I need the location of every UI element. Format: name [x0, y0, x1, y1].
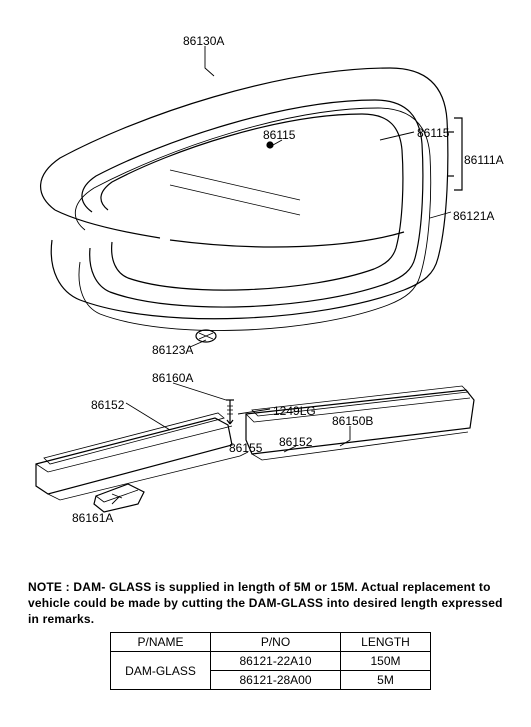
- note-block: NOTE : DAM- GLASS is supplied in length …: [28, 579, 508, 628]
- callout-86121A: 86121A: [453, 209, 494, 223]
- callout-86160A: 86160A: [152, 371, 193, 385]
- note-text: DAM- GLASS is supplied in length of 5M o…: [28, 580, 503, 626]
- callout-86161A: 86161A: [72, 511, 113, 525]
- cell-length: 5M: [341, 671, 431, 690]
- callout-86115-a: 86115: [263, 128, 295, 142]
- callout-86115-b: 86115: [417, 126, 449, 140]
- cell-pno: 86121-22A10: [211, 652, 341, 671]
- table-row: DAM-GLASS 86121-22A10 150M: [111, 652, 431, 671]
- callout-86152-a: 86152: [91, 398, 124, 412]
- callout-86155: 86155: [229, 441, 262, 455]
- col-length: LENGTH: [341, 633, 431, 652]
- cell-pname: DAM-GLASS: [111, 652, 211, 690]
- callout-86130A: 86130A: [183, 34, 224, 48]
- col-pname: P/NAME: [111, 633, 211, 652]
- cell-length: 150M: [341, 652, 431, 671]
- callout-86123A: 86123A: [152, 343, 193, 357]
- note-prefix: NOTE :: [28, 580, 73, 594]
- table-header-row: P/NAME P/NO LENGTH: [111, 633, 431, 652]
- parts-diagram: 86130A 86115 86115 86111A 86121A 86123A …: [0, 0, 531, 560]
- callout-86111A: 86111A: [464, 153, 504, 167]
- callout-86150B: 86150B: [332, 414, 373, 428]
- cell-pno: 86121-28A00: [211, 671, 341, 690]
- callout-86152-b: 86152: [279, 435, 312, 449]
- callout-1249LG: 1249LG: [273, 404, 316, 418]
- diagram-svg: [0, 0, 531, 560]
- parts-table: P/NAME P/NO LENGTH DAM-GLASS 86121-22A10…: [110, 632, 431, 690]
- col-pno: P/NO: [211, 633, 341, 652]
